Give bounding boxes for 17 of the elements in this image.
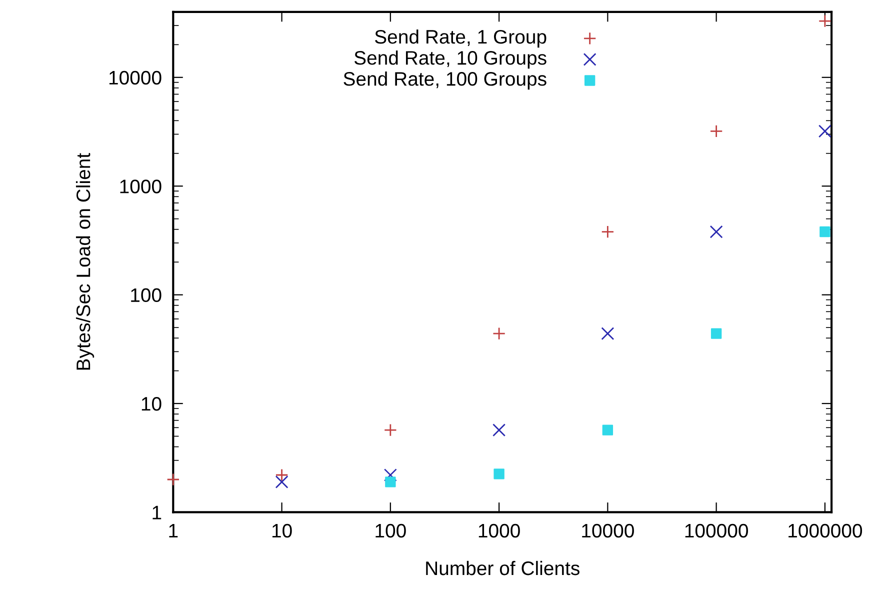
x-axis-title: Number of Clients (426, 560, 580, 576)
y-tick-label: 1000 (120, 180, 162, 194)
x-tick-label: 10 (272, 524, 292, 538)
x-tick-label: 1000000 (788, 524, 862, 538)
y-tick-label: 10000 (109, 70, 162, 85)
x-tick-label: 10000 (582, 524, 634, 538)
legend-label: Send Rate, 10 Groups (354, 50, 546, 69)
x-tick-label: 100000 (685, 524, 748, 538)
legend-label: Send Rate, 100 Groups (344, 72, 546, 90)
x-tick-label: 1000 (478, 524, 520, 538)
legend-label: Send Rate, 1 Group (374, 29, 546, 48)
x-tick-label: 1 (169, 524, 178, 538)
y-tick-label: 100 (131, 288, 162, 302)
y-tick-label: 1 (152, 506, 162, 520)
x-tick-label: 100 (376, 524, 406, 538)
y-tick-label: 10 (142, 396, 162, 411)
y-axis-title: Bytes/Sec Load on Client (76, 153, 94, 370)
